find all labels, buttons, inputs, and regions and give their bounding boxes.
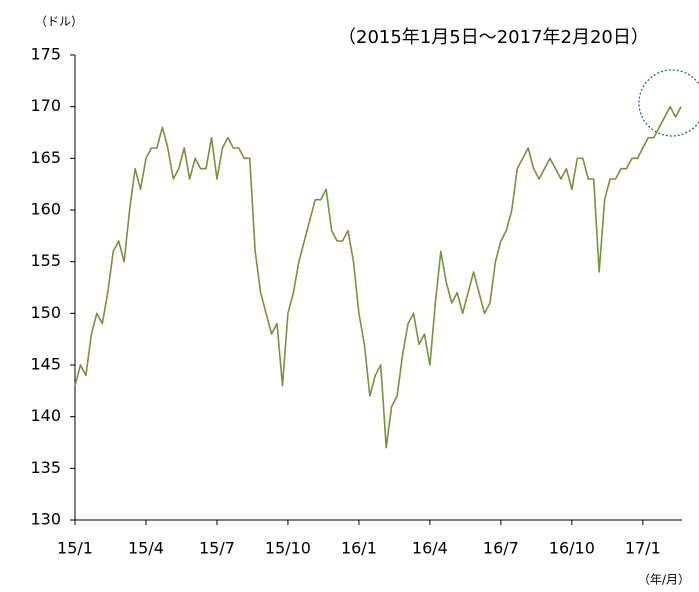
x-tick-label: 16/1 [341, 539, 377, 558]
y-axis-unit: （ドル） [35, 15, 83, 29]
x-tick-label: 16/10 [549, 539, 595, 558]
y-tick-label: 150 [30, 303, 61, 322]
chart-subtitle: （2015年1月5日～2017年2月20日） [338, 27, 649, 48]
y-tick-label: 160 [30, 200, 61, 219]
x-axis-unit: （年/月） [638, 573, 690, 587]
y-tick-label: 140 [30, 406, 61, 425]
y-tick-label: 130 [30, 510, 61, 529]
y-tick-label: 170 [30, 96, 61, 115]
x-tick-label: 16/4 [412, 539, 448, 558]
y-tick-label: 135 [30, 458, 61, 477]
highlight-circle [638, 69, 699, 137]
y-tick-label: 145 [30, 355, 61, 374]
x-tick-label: 16/7 [483, 539, 519, 558]
x-tick-label: 15/1 [57, 539, 93, 558]
y-tick-label: 165 [30, 148, 61, 167]
y-tick-label: 155 [30, 251, 61, 270]
price-line [74, 105, 682, 449]
x-tick-label: 17/1 [625, 539, 661, 558]
x-tick-label: 15/4 [128, 539, 164, 558]
x-tick-label: 15/10 [265, 539, 311, 558]
x-tick-label: 15/7 [199, 539, 235, 558]
y-tick-label: 175 [30, 45, 61, 64]
